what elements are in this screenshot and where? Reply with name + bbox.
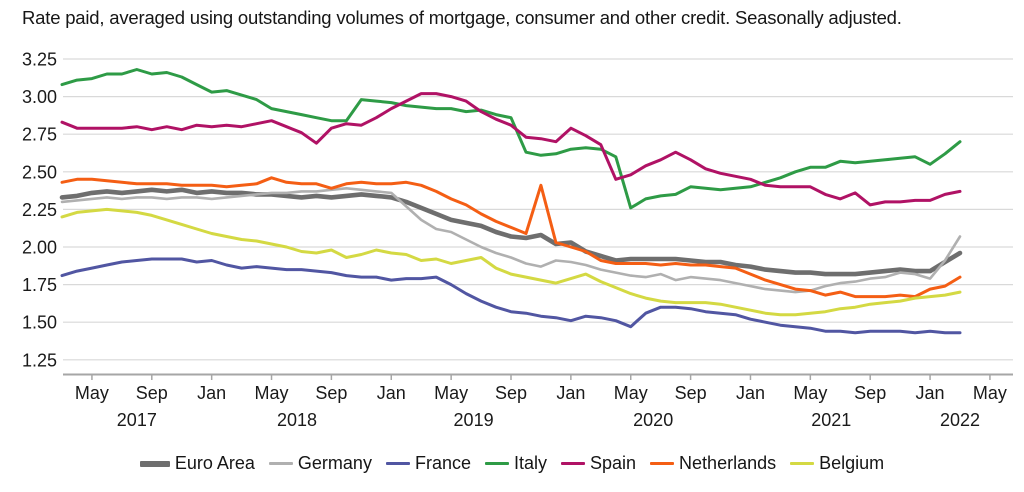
x-tick-label: Sep (136, 383, 168, 403)
x-tick-label: May (614, 383, 648, 403)
year-label: 2017 (117, 410, 157, 430)
x-tick-label: Jan (916, 383, 945, 403)
y-gridlines (63, 58, 1013, 361)
x-tick-label: Sep (495, 383, 527, 403)
year-label: 2018 (277, 410, 317, 430)
year-label: 2022 (940, 410, 980, 430)
y-tick-label: 2.25 (22, 200, 57, 220)
year-label: 2019 (454, 410, 494, 430)
y-tick-label: 3.25 (22, 50, 57, 70)
x-tick-label: Jan (556, 383, 585, 403)
year-label: 2021 (811, 410, 851, 430)
legend-label-italy: Italy (513, 453, 547, 473)
chart-title: Rate paid, averaged using outstanding vo… (22, 7, 902, 28)
legend-item-spain: Spain (561, 453, 636, 474)
legend-item-italy: Italy (484, 453, 547, 474)
x-tick-label: May (255, 383, 289, 403)
y-tick-label: 1.50 (22, 313, 57, 333)
legend-item-euro_area: Euro Area (139, 453, 255, 474)
line-france (60, 257, 962, 335)
series-lines (59, 68, 963, 335)
legend-label-netherlands: Netherlands (679, 453, 777, 473)
y-tick-label: 1.75 (22, 275, 57, 295)
legend-swatch-spain (561, 461, 585, 466)
x-tick-label: Sep (315, 383, 347, 403)
legend-item-germany: Germany (268, 453, 372, 474)
legend-label-euro_area: Euro Area (174, 453, 255, 473)
x-tick-label: Jan (736, 383, 765, 403)
legend-swatch-euro_area (139, 460, 170, 467)
line-belgium (60, 207, 962, 317)
line-euro-area (59, 187, 963, 277)
year-label: 2020 (633, 410, 673, 430)
legend-swatch-italy (484, 461, 509, 466)
x-tick-label: Sep (854, 383, 886, 403)
y-tick-label: 2.50 (22, 162, 57, 182)
legend-label-belgium: Belgium (819, 453, 885, 473)
legend-label-germany: Germany (297, 453, 372, 473)
y-tick-label: 2.00 (22, 238, 57, 258)
line-germany (60, 187, 962, 294)
chart-legend: Euro Area Germany France Italy Spain Netherla… (0, 453, 1024, 474)
x-tick-label: May (75, 383, 109, 403)
chart-plot-area: 3.25 3.00 2.75 2.50 2.25 2.00 1.75 1.50 1.25 May S… (22, 50, 1013, 430)
y-tick-label: 3.00 (22, 87, 57, 107)
legend-swatch-france (385, 461, 410, 466)
legend-swatch-netherlands (650, 461, 675, 466)
legend-label-spain: Spain (590, 453, 637, 473)
legend-swatch-germany (268, 461, 293, 466)
legend-label-france: France (414, 453, 471, 473)
line-spain (60, 92, 962, 207)
x-tick-label: Jan (197, 383, 226, 403)
x-tick-label: May (973, 383, 1007, 403)
legend-item-netherlands: Netherlands (650, 453, 776, 474)
year-labels: 2017 2018 2019 2020 2021 2022 (117, 410, 980, 430)
y-tick-labels: 3.25 3.00 2.75 2.50 2.25 2.00 1.75 1.50 1.25 (22, 50, 57, 371)
x-tick-label: Sep (675, 383, 707, 403)
legend-item-france: France (385, 453, 471, 474)
x-tick-label: May (434, 383, 468, 403)
y-tick-label: 2.75 (22, 125, 57, 145)
x-tick-labels: May Sep Jan May Sep Jan May Sep Jan May Sep Jan May S… (75, 383, 1007, 403)
y-tick-label: 1.25 (22, 350, 57, 370)
x-tick-label: May (793, 383, 827, 403)
line-italy (60, 68, 962, 210)
line-netherlands (60, 176, 962, 299)
legend-item-belgium: Belgium (790, 453, 884, 474)
legend-swatch-belgium (790, 461, 815, 466)
x-ticks (91, 374, 991, 380)
x-tick-label: Jan (377, 383, 406, 403)
